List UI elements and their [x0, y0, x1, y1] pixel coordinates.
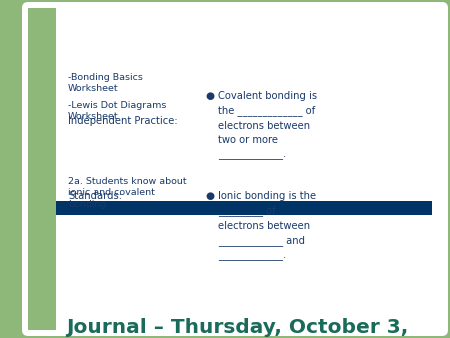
Bar: [56, 201, 432, 215]
Bar: [56, 215, 442, 330]
Text: Ionic bonding is the
_________ of
electrons between
_____________ and
__________: Ionic bonding is the _________ of electr…: [218, 191, 316, 261]
FancyBboxPatch shape: [22, 2, 448, 336]
Text: Journal – Thursday, October 3,
2013: Journal – Thursday, October 3, 2013: [66, 318, 408, 338]
Text: Independent Practice:: Independent Practice:: [68, 116, 178, 126]
Text: 2a. Students know about
ionic and covalent
bonding.: 2a. Students know about ionic and covale…: [68, 177, 187, 209]
Text: Covalent bonding is
the _____________ of
electrons between
two or more
_________: Covalent bonding is the _____________ of…: [218, 91, 317, 161]
Text: -Bonding Basics
Worksheet: -Bonding Basics Worksheet: [68, 73, 143, 93]
Text: Standards:: Standards:: [68, 191, 122, 201]
Text: -Lewis Dot Diagrams
Worksheet: -Lewis Dot Diagrams Worksheet: [68, 101, 166, 121]
Text: ●: ●: [205, 91, 214, 101]
Text: ●: ●: [205, 191, 214, 201]
Bar: [28, 8, 56, 330]
Bar: [56, 8, 442, 201]
